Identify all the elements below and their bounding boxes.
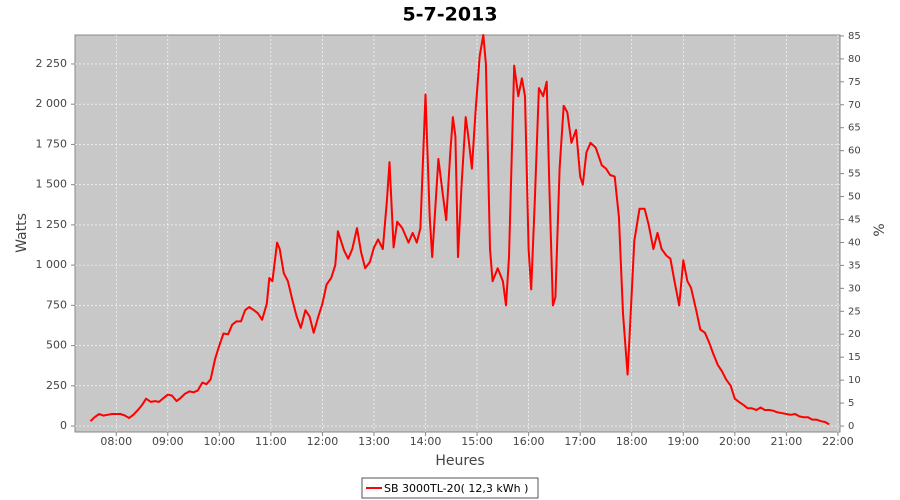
x-axis-title: Heures — [435, 453, 484, 469]
y2-tick-label: 5 — [848, 398, 854, 409]
series-line — [89, 34, 830, 426]
x-tick-label: 19:00 — [667, 435, 699, 448]
x-tick-label: 21:00 — [771, 435, 803, 448]
y2-tick-label: 45 — [848, 215, 861, 226]
y2-tick-label: 55 — [848, 169, 861, 180]
x-tick-label: 18:00 — [616, 435, 648, 448]
y-tick-label: 0 — [60, 419, 67, 432]
x-tick-label: 09:00 — [152, 435, 184, 448]
y-tick-label: 2 250 — [36, 57, 68, 70]
y2-tick-label: 85 — [848, 31, 861, 42]
x-tick-label: 11:00 — [255, 435, 287, 448]
y-axis-title: Watts — [14, 213, 30, 253]
y2-tick-label: 40 — [848, 237, 861, 248]
x-tick-label: 13:00 — [358, 435, 390, 448]
y-tick-label: 500 — [46, 339, 67, 352]
y2-tick-label: 25 — [848, 306, 861, 317]
legend-box — [361, 477, 539, 499]
y-tick-label: 1 000 — [36, 258, 68, 271]
x-tick-label: 08:00 — [100, 435, 132, 448]
y-tick-label: 1 750 — [36, 137, 68, 150]
x-tick-label: 15:00 — [461, 435, 493, 448]
y2-tick-label: 70 — [848, 100, 861, 111]
y2-tick-label: 35 — [848, 260, 861, 271]
y2-tick-label: 10 — [848, 375, 861, 386]
y2-tick-label: 0 — [848, 421, 854, 432]
y-tick-label: 1 250 — [36, 218, 68, 231]
x-tick-label: 10:00 — [203, 435, 235, 448]
y2-tick-label: 80 — [848, 54, 861, 65]
x-tick-label: 22:00 — [822, 435, 854, 448]
y-tick-label: 250 — [46, 379, 67, 392]
y2-tick-label: 65 — [848, 123, 861, 134]
y2-tick-label: 15 — [848, 352, 861, 363]
legend-label: SB 3000TL-20( 12,3 kWh ) — [384, 482, 528, 495]
chart-title: 5-7-2013 — [402, 4, 497, 26]
y-tick-label: 2 000 — [36, 97, 68, 110]
x-tick-label: 12:00 — [307, 435, 339, 448]
x-tick-label: 16:00 — [513, 435, 545, 448]
y2-tick-label: 75 — [848, 77, 861, 88]
y-tick-label: 1 500 — [36, 178, 68, 191]
y-tick-label: 750 — [46, 298, 67, 311]
y2-axis-title: % — [872, 223, 888, 236]
x-tick-label: 14:00 — [410, 435, 442, 448]
y2-tick-label: 30 — [848, 283, 861, 294]
y2-tick-label: 20 — [848, 329, 861, 340]
y2-tick-label: 50 — [848, 192, 861, 203]
x-tick-label: 17:00 — [564, 435, 596, 448]
x-tick-label: 20:00 — [719, 435, 751, 448]
y2-tick-label: 60 — [848, 146, 861, 157]
